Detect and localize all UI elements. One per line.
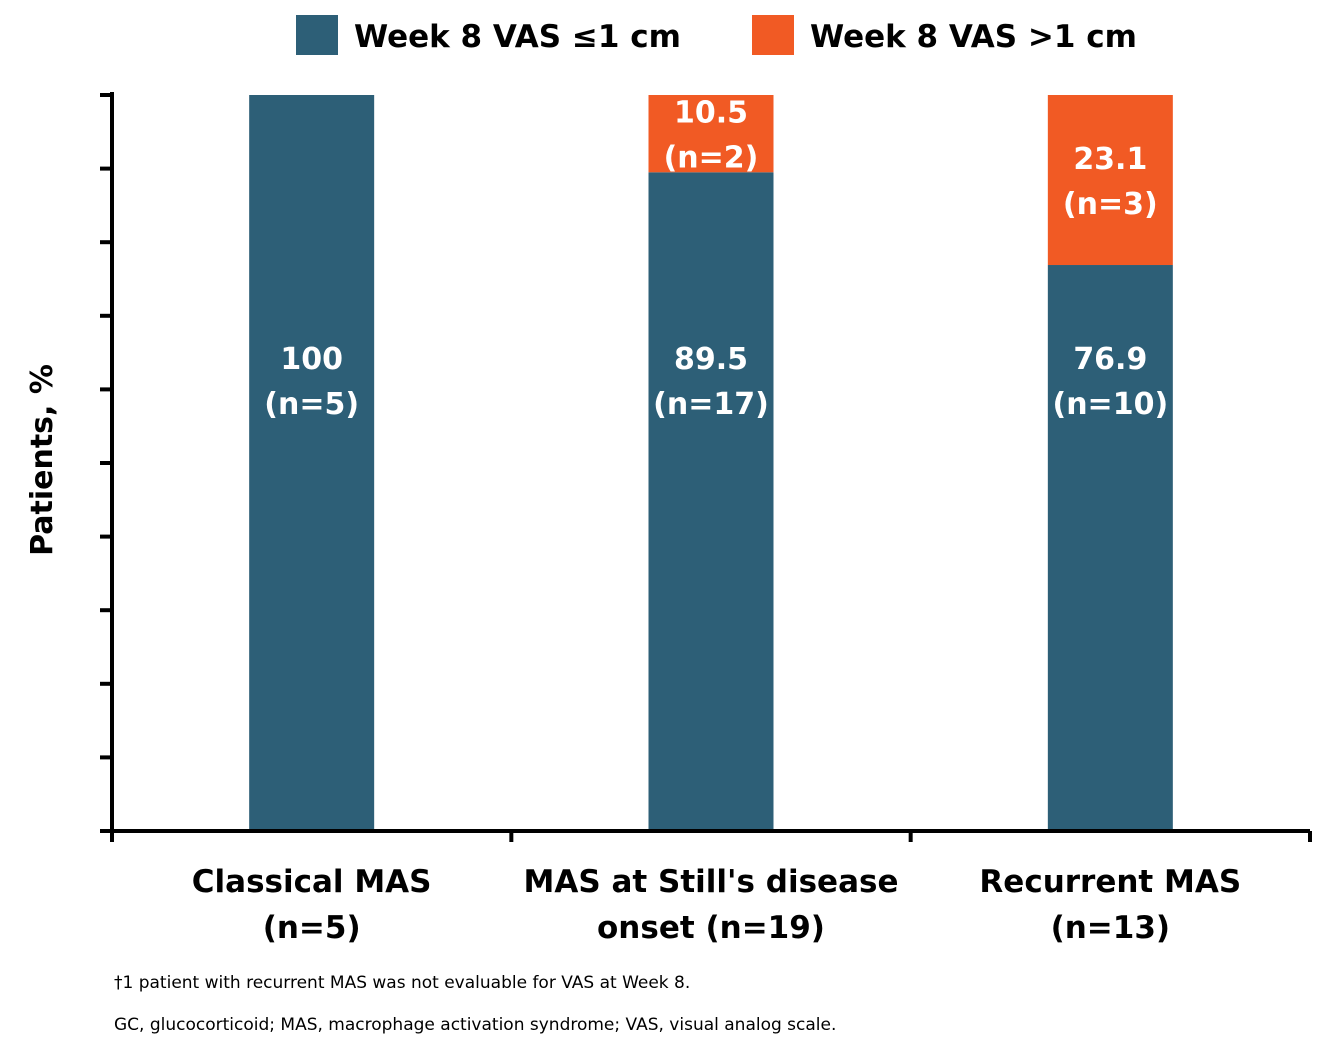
category-label: (n=5): [263, 910, 361, 946]
category-label: onset (n=19): [597, 910, 825, 946]
data-label: (n=5): [264, 387, 359, 422]
footnote-2: GC, glucocorticoid; MAS, macrophage acti…: [114, 1015, 836, 1035]
legend-swatch: [296, 15, 338, 55]
data-label: 100: [280, 342, 343, 377]
legend-swatch: [752, 15, 794, 55]
data-label: 76.9: [1073, 342, 1147, 377]
legend: Week 8 VAS ≤1 cm Week 8 VAS >1 cm: [296, 15, 1137, 55]
bar-segment: [648, 172, 774, 831]
bar-segment: [249, 95, 375, 831]
data-label: (n=2): [664, 141, 759, 176]
category-label: MAS at Still's disease: [524, 864, 899, 900]
data-label: (n=10): [1052, 387, 1168, 422]
data-label: 23.1: [1073, 142, 1147, 177]
category-label: Recurrent MAS: [979, 864, 1241, 900]
y-axis-label: Patients, %: [25, 364, 60, 556]
legend-label: Week 8 VAS >1 cm: [810, 19, 1137, 55]
bars: 100 (n=5) 89.5 (n=17) 10.5 (n=2) 76.9 (n=10) 23.…: [249, 95, 1173, 831]
bar-segment: [1047, 265, 1173, 831]
footnote-1: †1 patient with recurrent MAS was not ev…: [114, 973, 690, 993]
data-label: (n=3): [1063, 187, 1158, 222]
axes: Classical MAS (n=5) MAS at Still's disease…: [100, 92, 1312, 946]
legend-label: Week 8 VAS ≤1 cm: [354, 19, 681, 55]
data-label: (n=17): [653, 387, 769, 422]
data-label: 89.5: [674, 342, 748, 377]
category-label: Classical MAS: [192, 864, 432, 900]
bar-segment: [648, 95, 774, 173]
category-label: (n=13): [1051, 910, 1171, 946]
bar-segment: [1047, 95, 1173, 266]
data-label: 10.5: [674, 96, 748, 131]
